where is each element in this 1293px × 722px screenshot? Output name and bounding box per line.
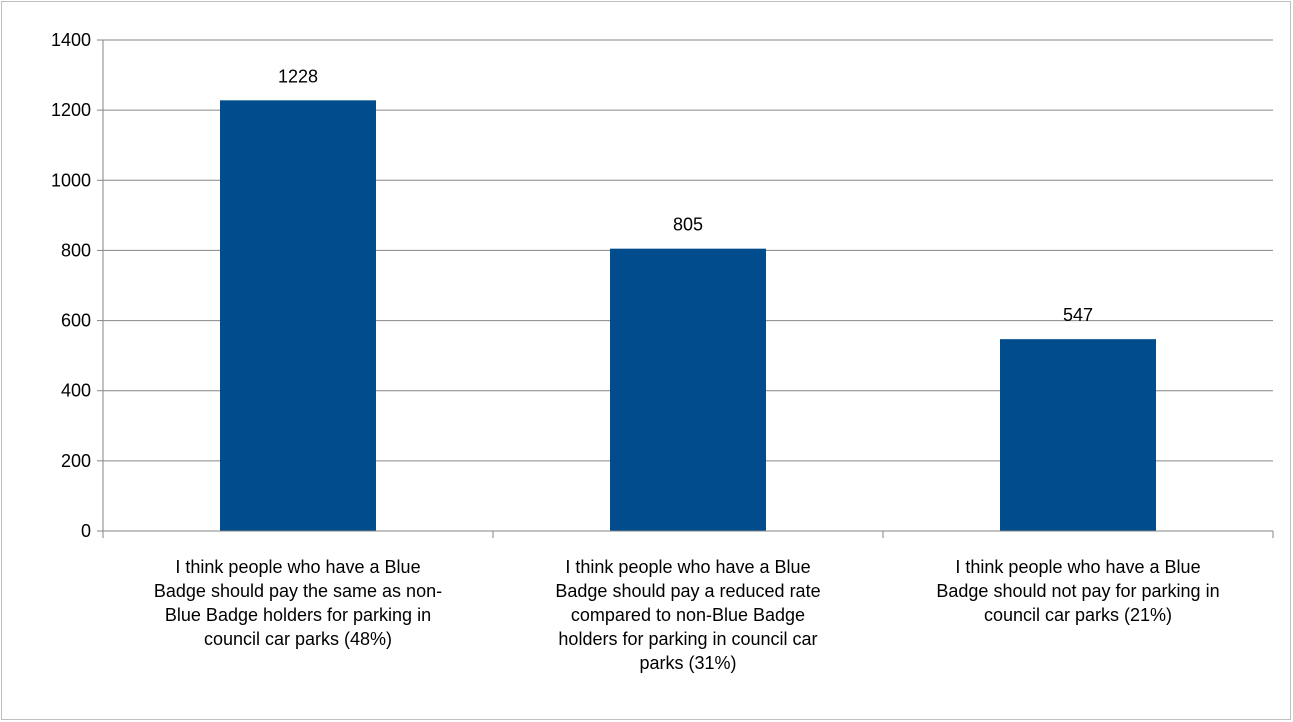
bars xyxy=(220,100,1156,532)
y-tick-label-800: 800 xyxy=(61,240,91,260)
y-tick-label-1400: 1400 xyxy=(51,30,91,50)
y-tick-label-1200: 1200 xyxy=(51,100,91,120)
category-label-1-line-4: council car parks (48%) xyxy=(203,629,393,649)
category-label-1-line-2: Badge should pay the same as non- xyxy=(153,581,443,601)
category-label-2: I think people who have a Blue Badge shou… xyxy=(498,555,878,675)
category-label-3: I think people who have a Blue Badge shou… xyxy=(888,555,1268,627)
data-label-3: 547 xyxy=(1063,305,1093,325)
y-tick-label-1000: 1000 xyxy=(51,170,91,190)
data-label-1: 1228 xyxy=(278,66,318,86)
category-label-2-line-1: I think people who have a Blue xyxy=(565,557,811,577)
y-tick-label-200: 200 xyxy=(61,451,91,471)
category-label-1-line-3: Blue Badge holders for parking in xyxy=(164,605,432,625)
bar-2 xyxy=(610,248,766,532)
bar-1 xyxy=(220,100,376,531)
y-axis-tick-labels: 0 200 400 600 800 1000 1200 1400 xyxy=(51,30,91,541)
category-label-1: I think people who have a Blue Badge shou… xyxy=(108,555,488,651)
category-label-2-line-3: compared to non-Blue Badge xyxy=(570,605,806,625)
data-label-2: 805 xyxy=(673,215,703,235)
y-tick-label-0: 0 xyxy=(81,521,91,541)
category-label-3-line-2: Badge should not pay for parking in xyxy=(936,581,1220,601)
category-label-1-line-1: I think people who have a Blue xyxy=(175,557,421,577)
category-label-2-line-4: holders for parking in council car xyxy=(558,629,818,649)
data-labels: 1228 805 547 xyxy=(278,66,1093,325)
category-label-3-line-1: I think people who have a Blue xyxy=(955,557,1201,577)
bar-3 xyxy=(1000,339,1156,531)
axes xyxy=(97,39,1274,538)
category-label-3-line-3: council car parks (21%) xyxy=(983,605,1173,625)
y-tick-label-600: 600 xyxy=(61,311,91,331)
y-tick-label-400: 400 xyxy=(61,381,91,401)
category-label-2-line-2: Badge should pay a reduced rate xyxy=(555,581,821,601)
category-label-2-line-5: parks (31%) xyxy=(639,653,737,673)
